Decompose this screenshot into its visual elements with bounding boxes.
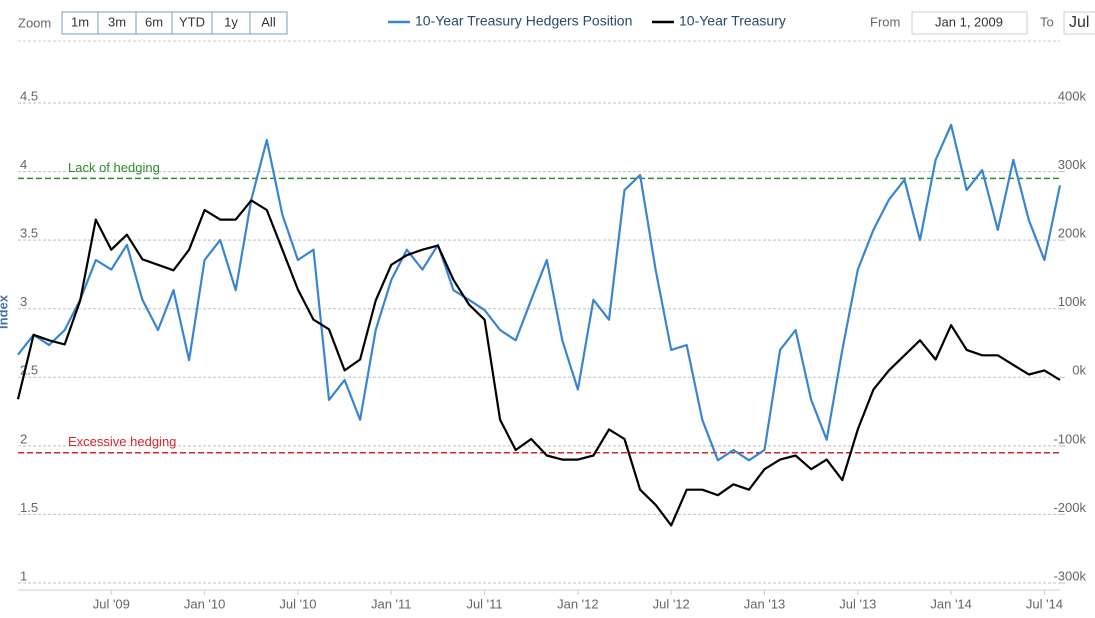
series-line	[16, 199, 1061, 527]
from-input[interactable]	[911, 11, 1028, 35]
y2-tick-label: -200k	[1053, 500, 1086, 515]
zoom-button-label[interactable]: 6m	[145, 14, 163, 29]
plot-line-label: Lack of hedging	[68, 160, 160, 175]
x-tick-label: Jul '13	[839, 596, 876, 611]
zoom-button-label[interactable]: 1y	[224, 14, 238, 29]
x-tick-label: Jan '11	[371, 596, 412, 611]
x-tick-label: Jul '12	[653, 596, 690, 611]
y2-tick-label: -300k	[1053, 568, 1086, 583]
x-tick-label: Jan '13	[744, 596, 786, 611]
zoom-button-label[interactable]: 1m	[71, 14, 89, 29]
x-tick-label: Jul '11	[466, 596, 502, 611]
x-tick-label: Jul '10	[279, 596, 316, 611]
x-tick-label: Jan '14	[930, 596, 972, 611]
from-value[interactable]: Jan 1, 2009	[935, 14, 1003, 29]
zoom-label: Zoom	[18, 15, 51, 30]
zoom-button[interactable]	[249, 11, 288, 35]
to-value[interactable]: Jul	[1069, 14, 1089, 31]
legend-label[interactable]: 10-Year Treasury Hedgers Position	[415, 13, 632, 29]
y2-tick-label: 400k	[1058, 88, 1087, 103]
legend-label[interactable]: 10-Year Treasury	[679, 13, 786, 29]
zoom-button-label[interactable]: YTD	[179, 14, 205, 29]
to-input[interactable]	[1063, 11, 1095, 35]
y2-tick-label: 300k	[1058, 157, 1087, 172]
y-tick-label: 4	[20, 157, 27, 172]
y-tick-label: 2	[20, 431, 27, 446]
plot-line-label: Excessive hedging	[68, 434, 176, 449]
from-label: From	[870, 14, 900, 29]
y-tick-label: 4.5	[20, 88, 38, 103]
x-tick-label: Jan '10	[184, 596, 226, 611]
y2-tick-label: 200k	[1058, 226, 1087, 241]
x-tick-label: Jan '12	[557, 596, 599, 611]
x-tick-label: Jul '14	[1026, 596, 1063, 611]
y-tick-label: 1.5	[20, 500, 38, 515]
x-tick-label: Jul '09	[93, 596, 130, 611]
y-tick-label: 3	[20, 294, 27, 309]
y-tick-label: 3.5	[20, 226, 38, 241]
y2-tick-label: 0k	[1072, 363, 1086, 378]
y2-tick-label: 100k	[1058, 294, 1087, 309]
zoom-button-label[interactable]: 3m	[108, 14, 126, 29]
y-axis-title: Index	[0, 294, 10, 329]
y-tick-label: 1	[20, 568, 27, 583]
y2-tick-label: -100k	[1053, 431, 1086, 446]
zoom-button-label[interactable]: All	[261, 14, 276, 29]
series-line	[17, 123, 1062, 462]
to-label: To	[1040, 14, 1054, 29]
